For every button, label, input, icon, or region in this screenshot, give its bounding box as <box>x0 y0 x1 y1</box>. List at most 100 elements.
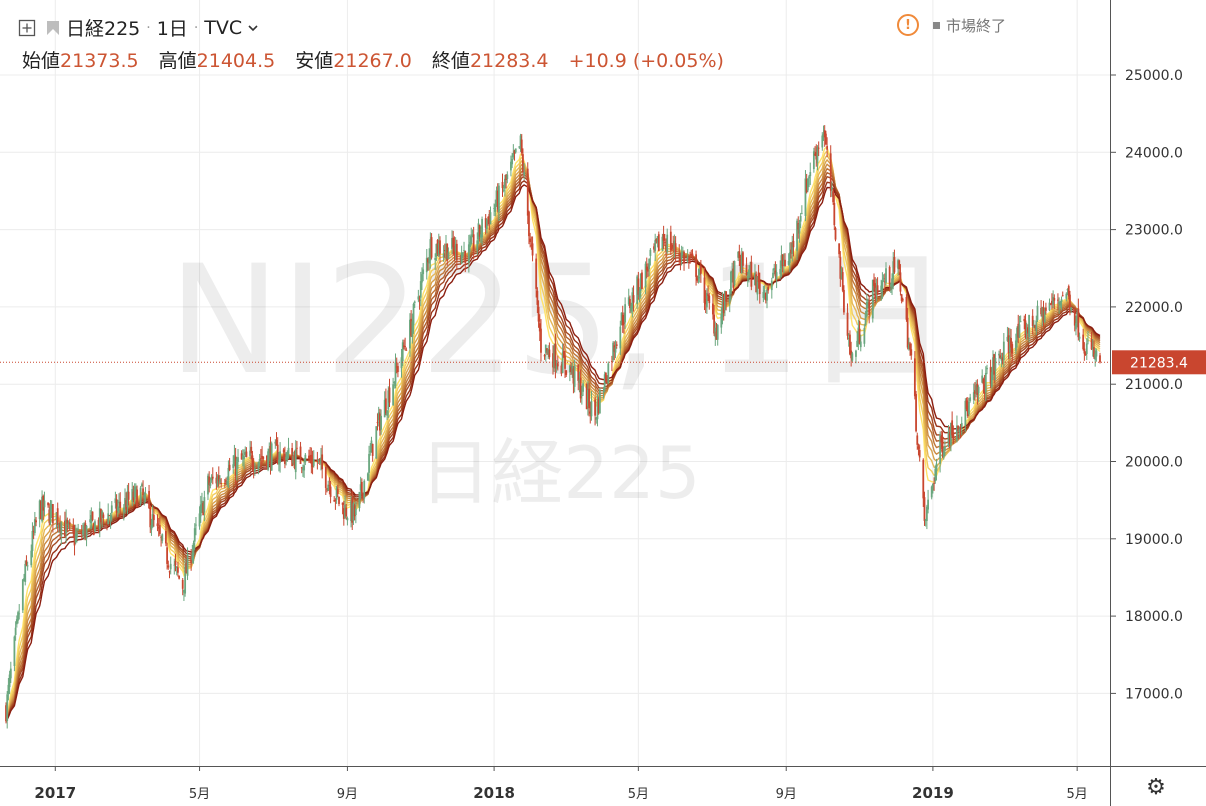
candle <box>1095 348 1098 362</box>
candle <box>488 209 491 231</box>
candle-body <box>897 260 899 269</box>
candle-body <box>590 400 593 417</box>
candle <box>358 491 361 512</box>
candle-body <box>901 299 904 301</box>
candle-body <box>1001 357 1004 361</box>
candle <box>512 144 515 160</box>
candle <box>602 386 605 399</box>
candle-body <box>873 279 875 286</box>
candle <box>1067 284 1070 300</box>
candle-body <box>352 503 355 522</box>
candle-body <box>303 465 306 471</box>
candle-body <box>876 285 879 295</box>
candle <box>554 333 557 379</box>
candle-body <box>762 291 765 298</box>
candle-body <box>857 327 860 345</box>
candle-body <box>80 531 83 535</box>
candle <box>804 170 807 222</box>
candle-body <box>740 253 743 273</box>
candle <box>485 218 488 234</box>
candle <box>506 171 509 184</box>
candle <box>341 502 344 515</box>
candle <box>360 478 363 499</box>
candle-body <box>556 363 559 367</box>
market-status[interactable]: ! 市場終了 <box>896 14 1006 36</box>
candle-body <box>476 240 479 251</box>
price-axis-label: 21000.0 <box>1125 377 1183 393</box>
candle <box>417 289 420 303</box>
candle-body <box>732 268 735 288</box>
candle <box>47 502 49 508</box>
candle-body <box>33 519 36 534</box>
candle <box>739 254 742 274</box>
candle-body <box>1085 343 1088 355</box>
candle-body <box>23 578 25 580</box>
candle <box>865 293 868 318</box>
candle <box>907 337 910 351</box>
candle <box>994 351 997 381</box>
candle-body <box>460 252 463 264</box>
candle <box>624 297 627 329</box>
candle-body <box>421 274 423 283</box>
candle <box>579 369 582 403</box>
candle <box>23 573 25 582</box>
candle <box>816 145 819 171</box>
candle <box>253 462 256 476</box>
candle-body <box>336 489 339 495</box>
candle-body <box>775 272 778 279</box>
candle-body <box>1017 323 1020 338</box>
interval-label[interactable]: 1日 <box>156 18 188 40</box>
candle <box>770 277 773 299</box>
candle-body <box>311 459 314 468</box>
candle <box>369 443 372 456</box>
close-label: 終値 <box>431 50 470 72</box>
candle <box>754 264 756 286</box>
candle-body <box>749 265 752 271</box>
candle <box>366 472 369 481</box>
candle <box>51 504 54 533</box>
candle-body <box>369 451 372 453</box>
candle <box>683 250 685 271</box>
candle-body <box>1082 334 1085 350</box>
candle <box>868 296 871 324</box>
candle <box>487 216 489 226</box>
candle <box>351 490 354 530</box>
candle-body <box>90 515 93 524</box>
source-label[interactable]: TVC <box>204 16 243 39</box>
candle <box>722 294 725 321</box>
candle <box>745 257 748 276</box>
candle <box>513 149 516 161</box>
candle <box>67 520 70 529</box>
candle <box>495 186 498 207</box>
candle <box>905 294 908 322</box>
flag-icon[interactable] <box>46 20 60 36</box>
candle-body <box>851 353 854 361</box>
candle <box>573 359 576 393</box>
candle <box>285 452 288 466</box>
candle-body <box>1041 307 1044 318</box>
candle <box>597 397 600 415</box>
symbol-name[interactable]: 日経225 <box>66 18 141 40</box>
candle <box>269 436 272 475</box>
candle-body <box>1076 312 1079 324</box>
settings-gear-icon[interactable]: ⚙ <box>1146 775 1166 800</box>
candle-body <box>881 280 884 290</box>
candle-body <box>940 436 943 443</box>
candle-body <box>739 258 742 272</box>
candle-body <box>454 244 457 252</box>
candle <box>663 233 666 246</box>
candle-body <box>425 257 428 273</box>
candle <box>678 244 681 264</box>
candle-body <box>252 465 255 470</box>
candle-body <box>538 323 541 332</box>
add-compare-icon[interactable] <box>18 19 36 37</box>
candle-body <box>1094 353 1097 360</box>
candle <box>321 445 324 479</box>
candle-body <box>956 425 958 441</box>
chevron-down-icon[interactable] <box>247 22 259 34</box>
alert-icon[interactable]: ! <box>896 14 919 36</box>
candle-body <box>683 251 685 264</box>
candle <box>1048 298 1051 312</box>
candle-body <box>856 340 859 347</box>
